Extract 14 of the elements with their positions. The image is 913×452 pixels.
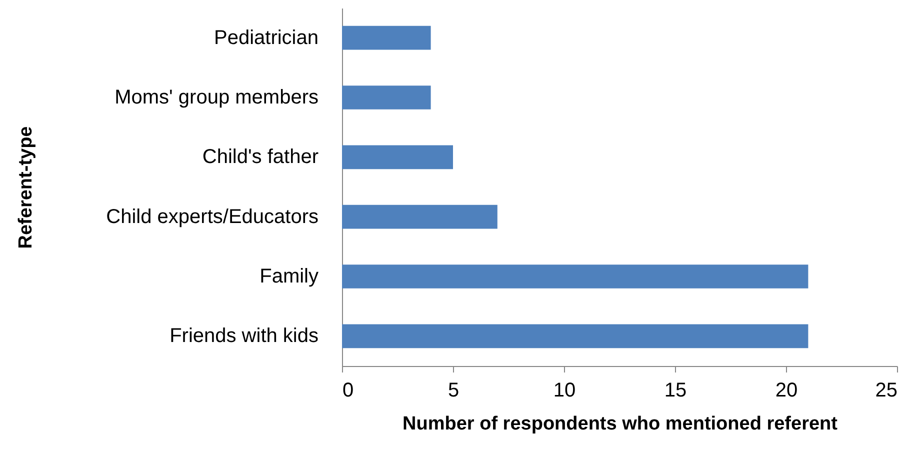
y-tick-label: Child's father [202, 146, 319, 168]
y-tick-label: Pediatrician [214, 26, 318, 49]
x-axis-title: Number of respondents who mentioned referent [402, 414, 838, 434]
y-tick-label: Friends with kids [170, 325, 318, 348]
x-tick-label: 15 [664, 380, 687, 402]
y-tick-label: Child experts/Educators [106, 206, 318, 228]
y-tick-label: Moms' group members [114, 86, 318, 108]
x-tick-label: 0 [342, 380, 354, 402]
y-tick-label: Family [260, 266, 318, 288]
x-tick-label: 5 [448, 380, 460, 402]
x-tick-label: 20 [775, 380, 798, 402]
x-tick-label: 10 [553, 380, 576, 402]
y-axis-title: Referent-type [16, 126, 36, 249]
x-tick-label: 25 [875, 380, 898, 402]
